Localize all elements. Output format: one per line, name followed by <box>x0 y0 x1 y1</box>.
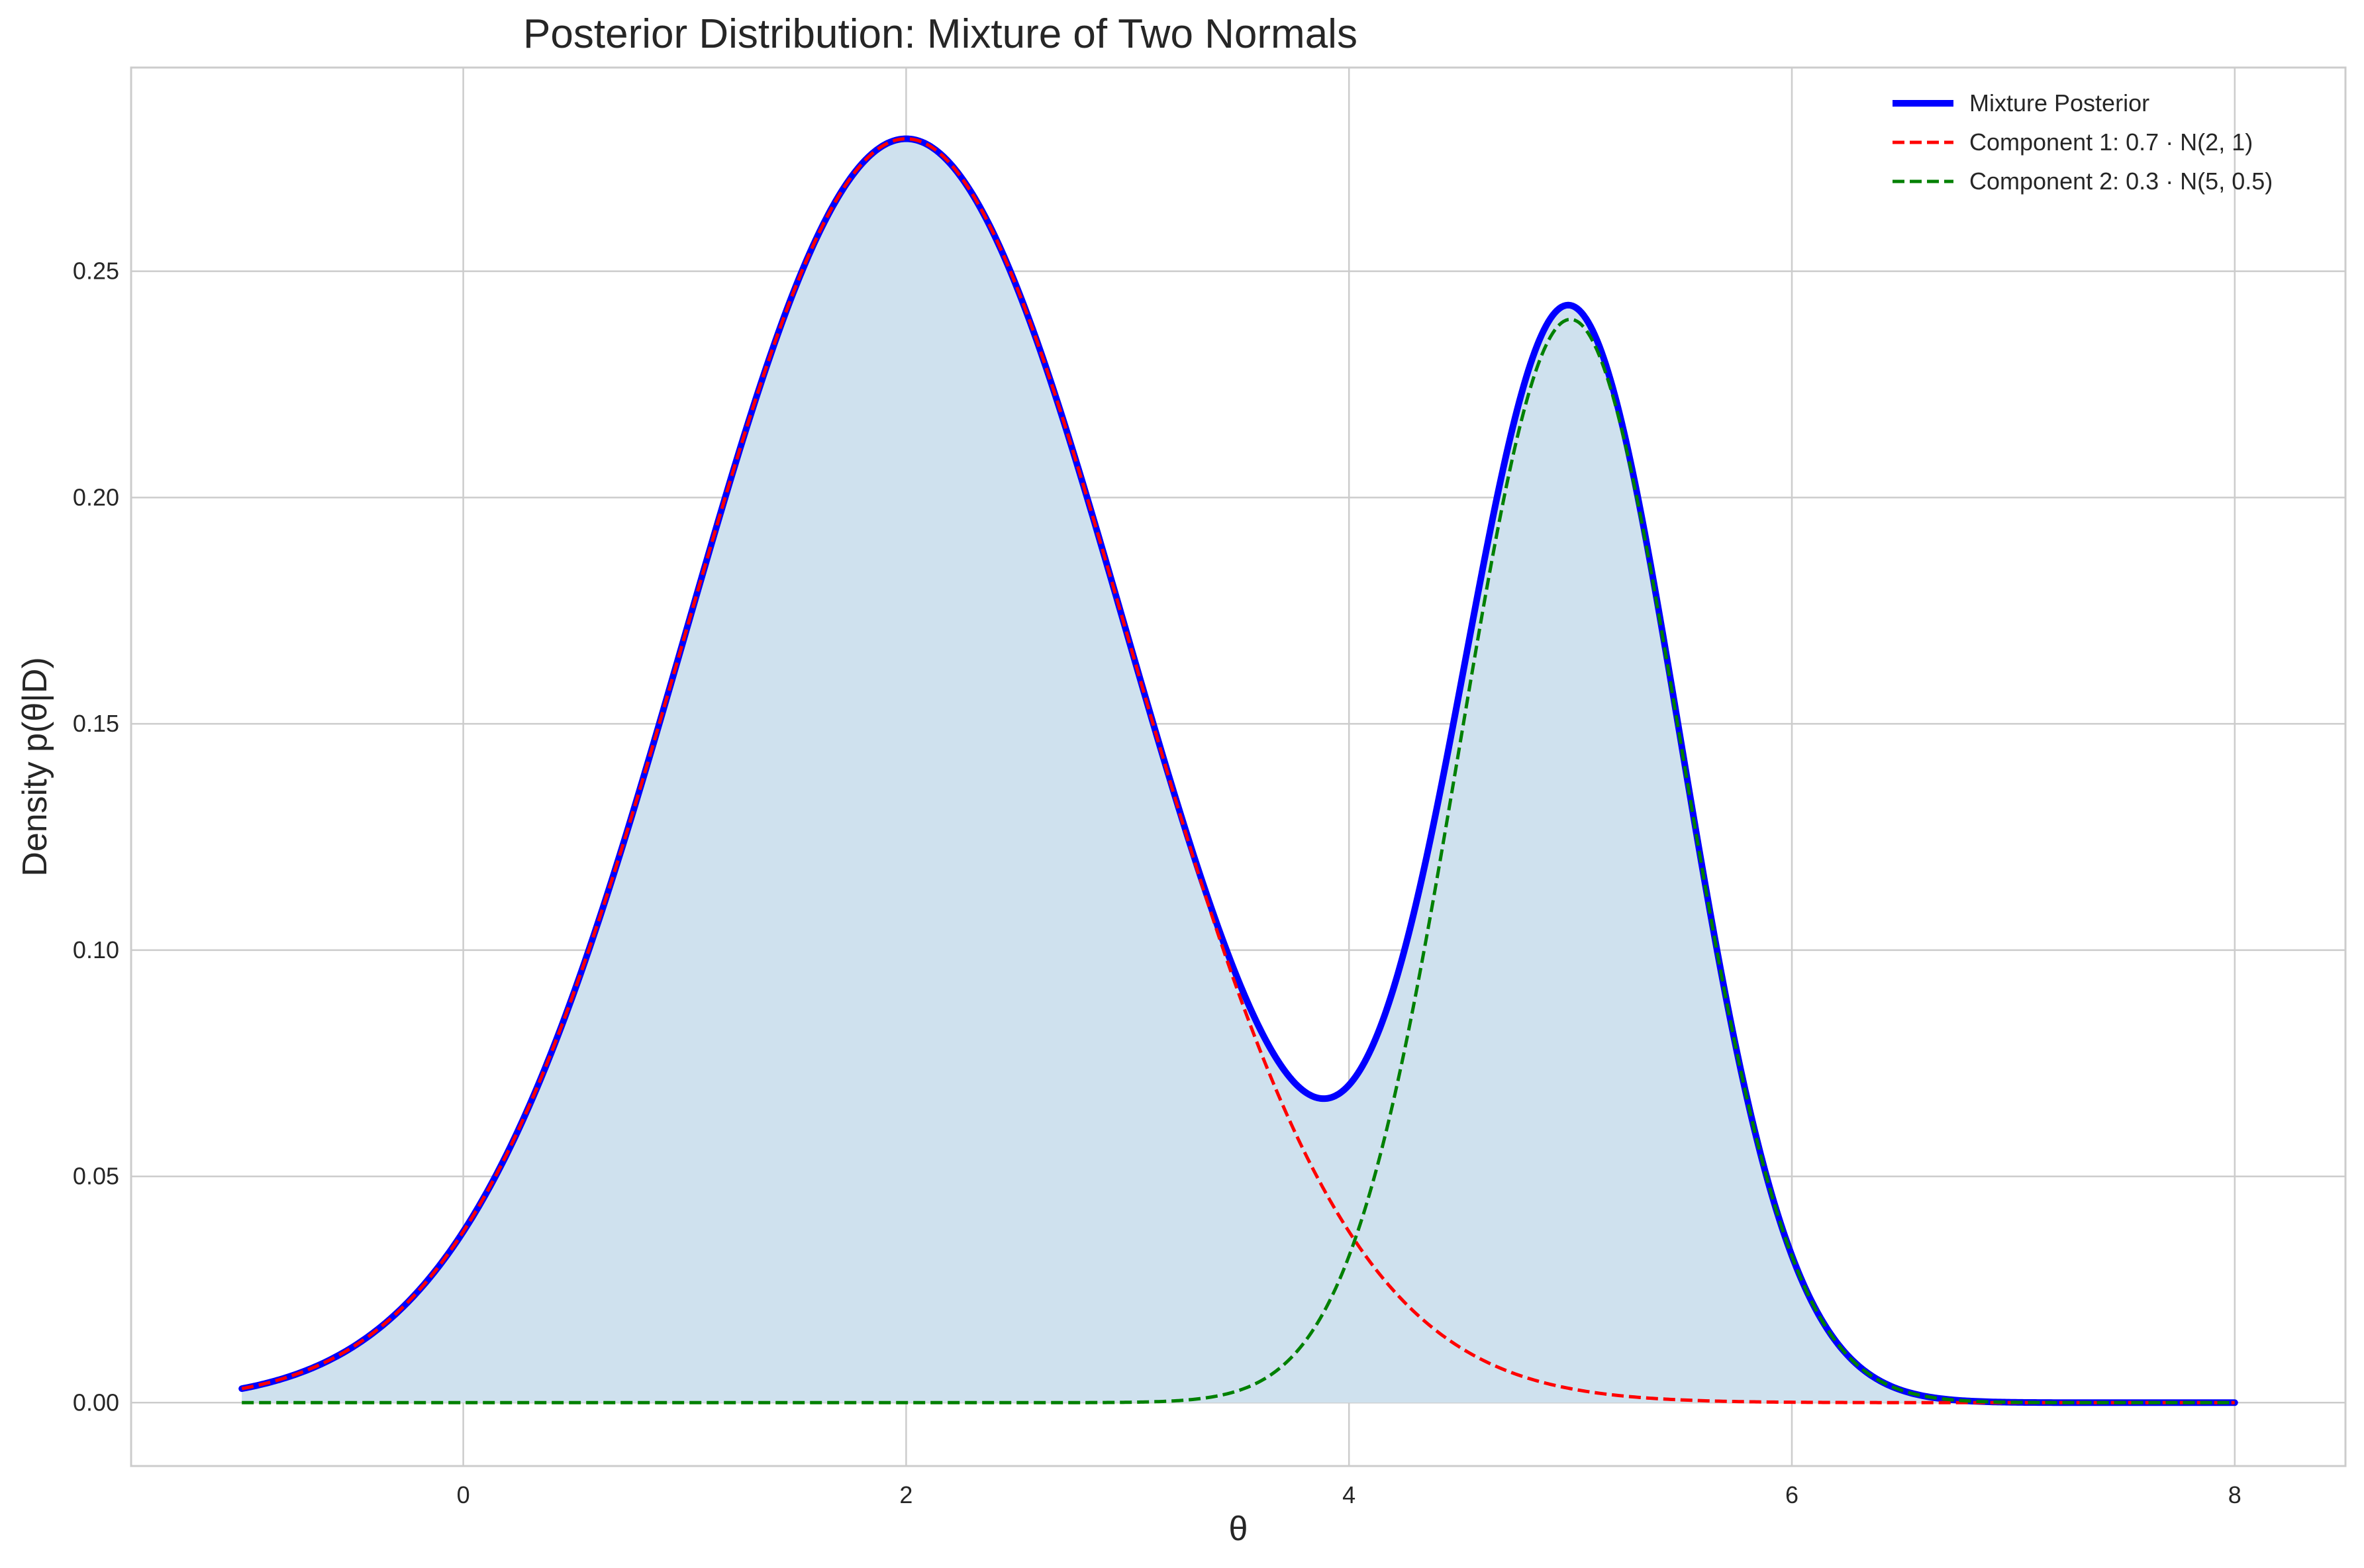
y-tick-label-3: 0.15 <box>73 710 119 737</box>
legend-label-2: Component 1: 0.7 · N(2, 1) <box>1969 128 2253 156</box>
y-tick-label-4: 0.20 <box>73 483 119 511</box>
y-ticks: 0.00 0.05 0.10 0.15 0.20 0.25 <box>73 258 119 1416</box>
x-tick-label-2: 4 <box>1342 1481 1355 1508</box>
y-axis-label: Density p(θ|D) <box>16 657 54 876</box>
plot-frame <box>130 66 2347 1467</box>
legend-label-3: Component 2: 0.3 · N(5, 0.5) <box>1969 168 2273 195</box>
series-lines <box>238 135 2238 1406</box>
legend: Mixture Posterior Component 1: 0.7 · N(2,… <box>1893 89 2273 195</box>
x-ticks: 0 2 4 6 8 <box>457 1481 2241 1508</box>
y-tick-label-2: 0.10 <box>73 936 119 963</box>
x-tick-label-0: 0 <box>457 1481 470 1508</box>
x-axis-label: θ <box>1229 1510 1248 1548</box>
chart-title: Posterior Distribution: Mixture of Two N… <box>523 11 1357 57</box>
component-1-line <box>241 137 2235 1404</box>
x-tick-label-1: 2 <box>899 1481 912 1508</box>
x-tick-label-3: 6 <box>1785 1481 1798 1508</box>
legend-label-1: Mixture Posterior <box>1969 89 2149 117</box>
component-2-line <box>242 317 2235 1404</box>
y-tick-label-1: 0.05 <box>73 1163 119 1190</box>
x-tick-label-4: 8 <box>2228 1481 2241 1508</box>
y-tick-label-0: 0.00 <box>73 1389 119 1416</box>
y-tick-label-5: 0.25 <box>73 258 119 285</box>
